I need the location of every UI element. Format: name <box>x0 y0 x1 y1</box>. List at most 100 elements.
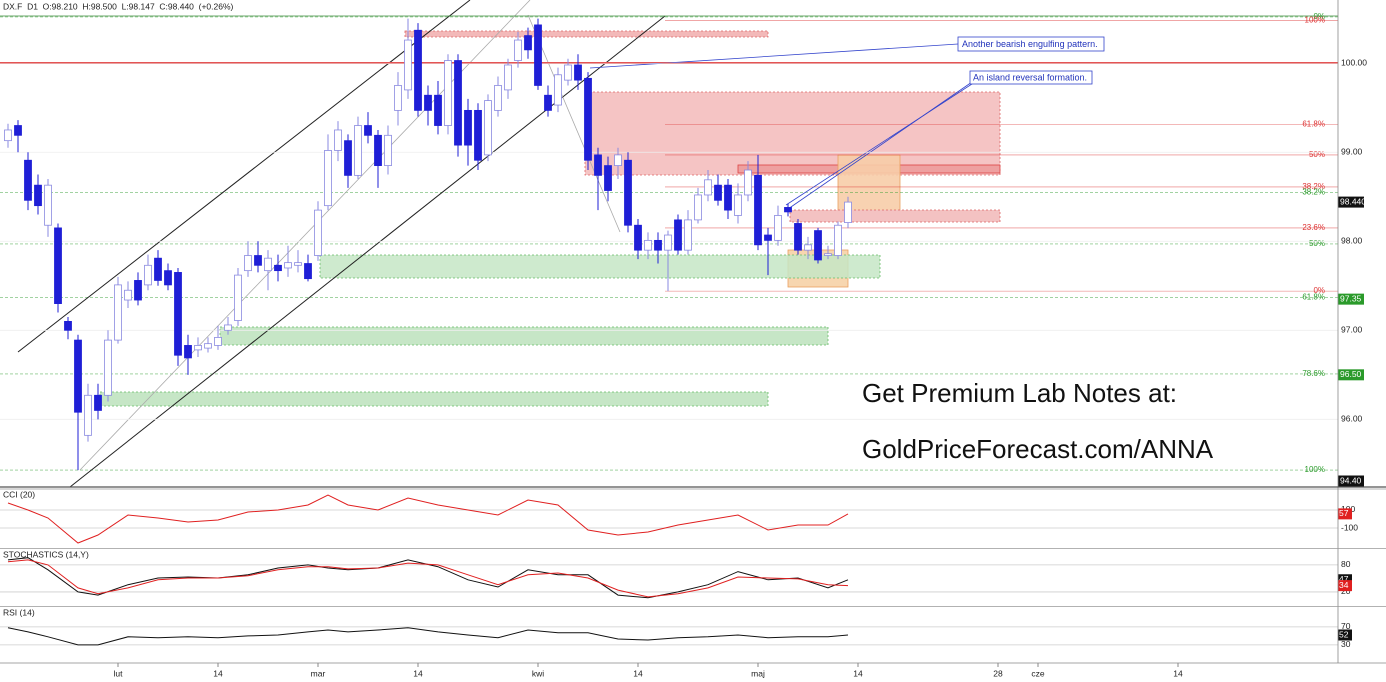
y-tick-label: 30 <box>1341 639 1351 649</box>
candle-body <box>704 179 712 196</box>
candle-body <box>184 345 192 359</box>
candle-body <box>194 345 202 351</box>
candle-body <box>334 129 342 151</box>
candle-body <box>614 154 622 166</box>
candle-body <box>464 109 472 146</box>
x-tick-label: kwi <box>532 668 544 678</box>
frame <box>0 0 1386 664</box>
fib-label: 50% <box>1309 239 1325 248</box>
candle-body <box>764 234 772 241</box>
fib-label: 0% <box>1313 286 1325 295</box>
x-tick-label: mar <box>311 668 326 678</box>
candle-body <box>324 150 332 207</box>
fib-label: 78.6% <box>1302 369 1325 378</box>
indicator-line <box>7 557 849 599</box>
value-box <box>1338 629 1352 641</box>
candle-body <box>144 264 152 286</box>
candle-body <box>14 125 22 136</box>
callout-box <box>957 36 1105 52</box>
symbol-header: DX.F D1 O:98.210 H:98.500 L:98.147 C:98.… <box>3 1 234 11</box>
fib-label: 23.6% <box>1302 223 1325 232</box>
candle-body <box>674 219 682 251</box>
fib-label: 100% <box>1305 16 1325 25</box>
candle-body <box>734 194 742 216</box>
resistance-zone <box>404 30 769 38</box>
candle-body <box>664 234 672 251</box>
y-tick-label: -100 <box>1341 522 1358 532</box>
fib-label: 0% <box>1313 12 1325 21</box>
candle-body <box>654 239 662 251</box>
x-tick-label: lut <box>114 668 124 678</box>
candle-body <box>4 129 12 142</box>
y-tick-label: 100.00 <box>1341 57 1367 67</box>
candle-body <box>104 339 112 396</box>
candle-body <box>844 201 852 223</box>
y-tick-label: 96.00 <box>1341 414 1363 424</box>
candle-body <box>524 35 532 51</box>
candle-body <box>174 272 182 356</box>
candle-body <box>224 324 232 331</box>
candle-body <box>814 230 822 261</box>
fib-label: 61.8% <box>1302 120 1325 129</box>
value-box-label: 47 <box>1339 574 1349 584</box>
watermark: Get Premium Lab Notes at: <box>862 378 1177 408</box>
fib-label: 100% <box>1305 465 1325 474</box>
y-tick-label: 97.00 <box>1341 325 1363 335</box>
candle-body <box>784 207 792 213</box>
callout-text: An island reversal formation. <box>973 72 1087 82</box>
candle-body <box>34 184 42 207</box>
y-tick-label: 99.00 <box>1341 146 1363 156</box>
candle-body <box>474 109 482 161</box>
candle-body <box>424 94 432 111</box>
candle-body <box>384 134 392 166</box>
x-tick-label: 14 <box>213 668 223 678</box>
candle-body <box>354 125 362 176</box>
candle-body <box>164 270 172 286</box>
panel-title: CCI (20) <box>3 489 35 499</box>
indicator-line <box>7 494 849 544</box>
candle-body <box>744 169 752 196</box>
candle-body <box>374 134 382 166</box>
callout-text: Another bearish engulfing pattern. <box>962 39 1098 49</box>
candle-body <box>24 159 32 201</box>
candle-body <box>774 215 782 241</box>
x-tick-label: cze <box>1031 668 1045 678</box>
candle-body <box>724 184 732 211</box>
candle-body <box>134 280 142 301</box>
callout-box <box>969 70 1093 85</box>
callout-line <box>787 81 973 210</box>
candle-body <box>314 209 322 256</box>
candle-body <box>214 337 222 346</box>
candle-body <box>84 394 92 436</box>
candle-body <box>204 343 212 349</box>
gap-zone <box>789 209 1001 223</box>
value-box <box>1338 508 1352 520</box>
watermark: GoldPriceForecast.com/ANNA <box>862 434 1214 464</box>
candle-body <box>604 165 612 191</box>
x-tick-label: 14 <box>1173 668 1183 678</box>
x-tick-label: 28 <box>993 668 1003 678</box>
x-tick-label: 14 <box>633 668 643 678</box>
candle-body <box>74 339 82 413</box>
channel-line <box>69 15 666 488</box>
support-zone <box>219 326 829 346</box>
candle-body <box>114 284 122 341</box>
y-tick-label: 98.00 <box>1341 236 1363 246</box>
candle-body <box>574 64 582 81</box>
y-tick-label: 20 <box>1341 586 1351 596</box>
callout-line <box>785 81 976 206</box>
candle-body <box>544 94 552 111</box>
y-tick-label: 70 <box>1341 621 1351 631</box>
candle-body <box>254 255 262 266</box>
value-box <box>1338 580 1352 592</box>
candle-body <box>154 257 162 281</box>
candle-body <box>404 39 412 91</box>
price-marker <box>1338 196 1364 208</box>
candle-body <box>824 253 832 256</box>
candle-body <box>534 24 542 86</box>
price-marker <box>1338 369 1364 381</box>
value-box-label: 34 <box>1339 580 1349 590</box>
candle-body <box>584 77 592 161</box>
candle-body <box>634 224 642 251</box>
x-tick-label: maj <box>751 668 765 678</box>
